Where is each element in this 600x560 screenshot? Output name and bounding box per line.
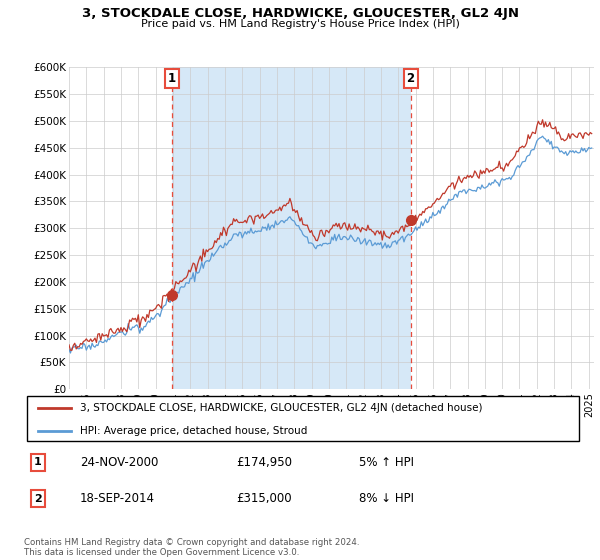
Text: HPI: Average price, detached house, Stroud: HPI: Average price, detached house, Stro… <box>80 426 307 436</box>
Bar <box>172 67 410 389</box>
Text: 1: 1 <box>34 458 42 468</box>
Text: Contains HM Land Registry data © Crown copyright and database right 2024.
This d: Contains HM Land Registry data © Crown c… <box>24 538 359 557</box>
FancyBboxPatch shape <box>27 396 579 441</box>
Text: 8% ↓ HPI: 8% ↓ HPI <box>359 492 414 505</box>
Text: 5% ↑ HPI: 5% ↑ HPI <box>359 456 414 469</box>
Text: 18-SEP-2014: 18-SEP-2014 <box>80 492 155 505</box>
Text: 2: 2 <box>34 493 42 503</box>
Text: 1: 1 <box>167 72 176 85</box>
Text: 3, STOCKDALE CLOSE, HARDWICKE, GLOUCESTER, GL2 4JN: 3, STOCKDALE CLOSE, HARDWICKE, GLOUCESTE… <box>82 7 518 20</box>
Text: Price paid vs. HM Land Registry's House Price Index (HPI): Price paid vs. HM Land Registry's House … <box>140 19 460 29</box>
Text: 24-NOV-2000: 24-NOV-2000 <box>80 456 158 469</box>
Text: £174,950: £174,950 <box>236 456 292 469</box>
Text: 3, STOCKDALE CLOSE, HARDWICKE, GLOUCESTER, GL2 4JN (detached house): 3, STOCKDALE CLOSE, HARDWICKE, GLOUCESTE… <box>80 403 482 413</box>
Text: 2: 2 <box>407 72 415 85</box>
Text: £315,000: £315,000 <box>236 492 292 505</box>
